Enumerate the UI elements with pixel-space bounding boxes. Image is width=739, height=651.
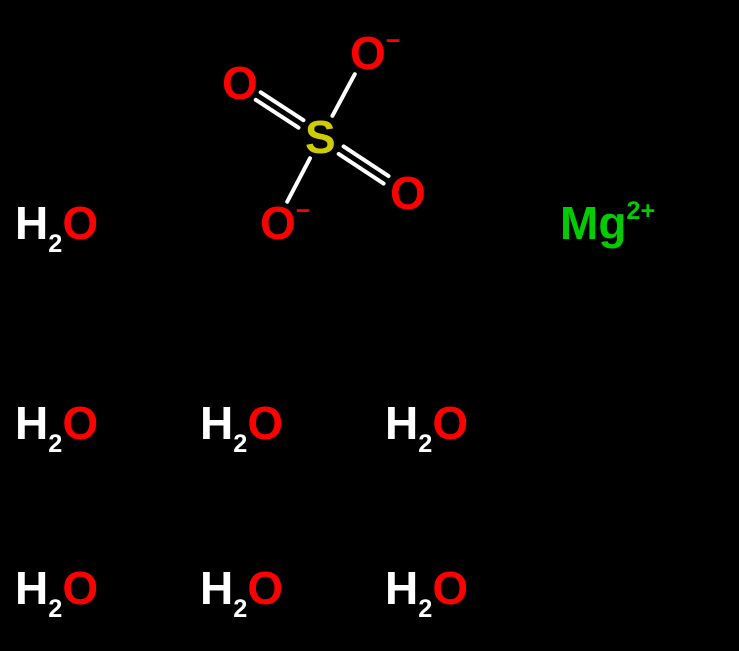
water-4: H2O [15, 565, 98, 619]
water-1: H2O [15, 400, 98, 454]
water-2-H: H [200, 397, 233, 449]
water-5-O: O [247, 562, 283, 614]
water-3-O: O [432, 397, 468, 449]
water-4-H: H [15, 562, 48, 614]
water-4-O: O [62, 562, 98, 614]
oxygen-se-symbol: O [390, 167, 426, 219]
oxygen-sw-symbol: O [260, 197, 296, 249]
water-1-H: H [15, 397, 48, 449]
magnesium-cation-symbol: Mg [560, 197, 626, 249]
water-3-sub2: 2 [418, 430, 432, 458]
water-0: H2O [15, 200, 98, 254]
water-6-sub2: 2 [418, 595, 432, 623]
magnesium-cation: Mg2+ [560, 200, 655, 246]
water-4-sub2: 2 [48, 595, 62, 623]
water-3-H: H [385, 397, 418, 449]
water-1-sub2: 2 [48, 430, 62, 458]
water-2-sub2: 2 [233, 430, 247, 458]
water-2: H2O [200, 400, 283, 454]
water-0-H: H [15, 197, 48, 249]
oxygen-nw: O [222, 60, 258, 106]
sulfur-atom-symbol: S [305, 111, 336, 163]
water-2-O: O [247, 397, 283, 449]
water-1-O: O [62, 397, 98, 449]
water-0-sub2: 2 [48, 230, 62, 258]
oxygen-ne-charge: − [386, 27, 401, 55]
oxygen-ne-symbol: O [350, 27, 386, 79]
water-6: H2O [385, 565, 468, 619]
water-3: H2O [385, 400, 468, 454]
oxygen-ne: O− [350, 30, 401, 76]
water-5: H2O [200, 565, 283, 619]
water-6-O: O [432, 562, 468, 614]
water-5-sub2: 2 [233, 595, 247, 623]
water-0-O: O [62, 197, 98, 249]
oxygen-sw-charge: − [296, 197, 311, 225]
water-6-H: H [385, 562, 418, 614]
water-5-H: H [200, 562, 233, 614]
oxygen-se: O [390, 170, 426, 216]
oxygen-sw: O− [260, 200, 311, 246]
magnesium-cation-charge: 2+ [626, 197, 655, 225]
molecule-canvas: SOO−OO−Mg2+H2OH2OH2OH2OH2OH2OH2O [0, 0, 739, 651]
bond-layer [0, 0, 739, 651]
oxygen-nw-symbol: O [222, 57, 258, 109]
sulfur-atom: S [305, 114, 336, 160]
